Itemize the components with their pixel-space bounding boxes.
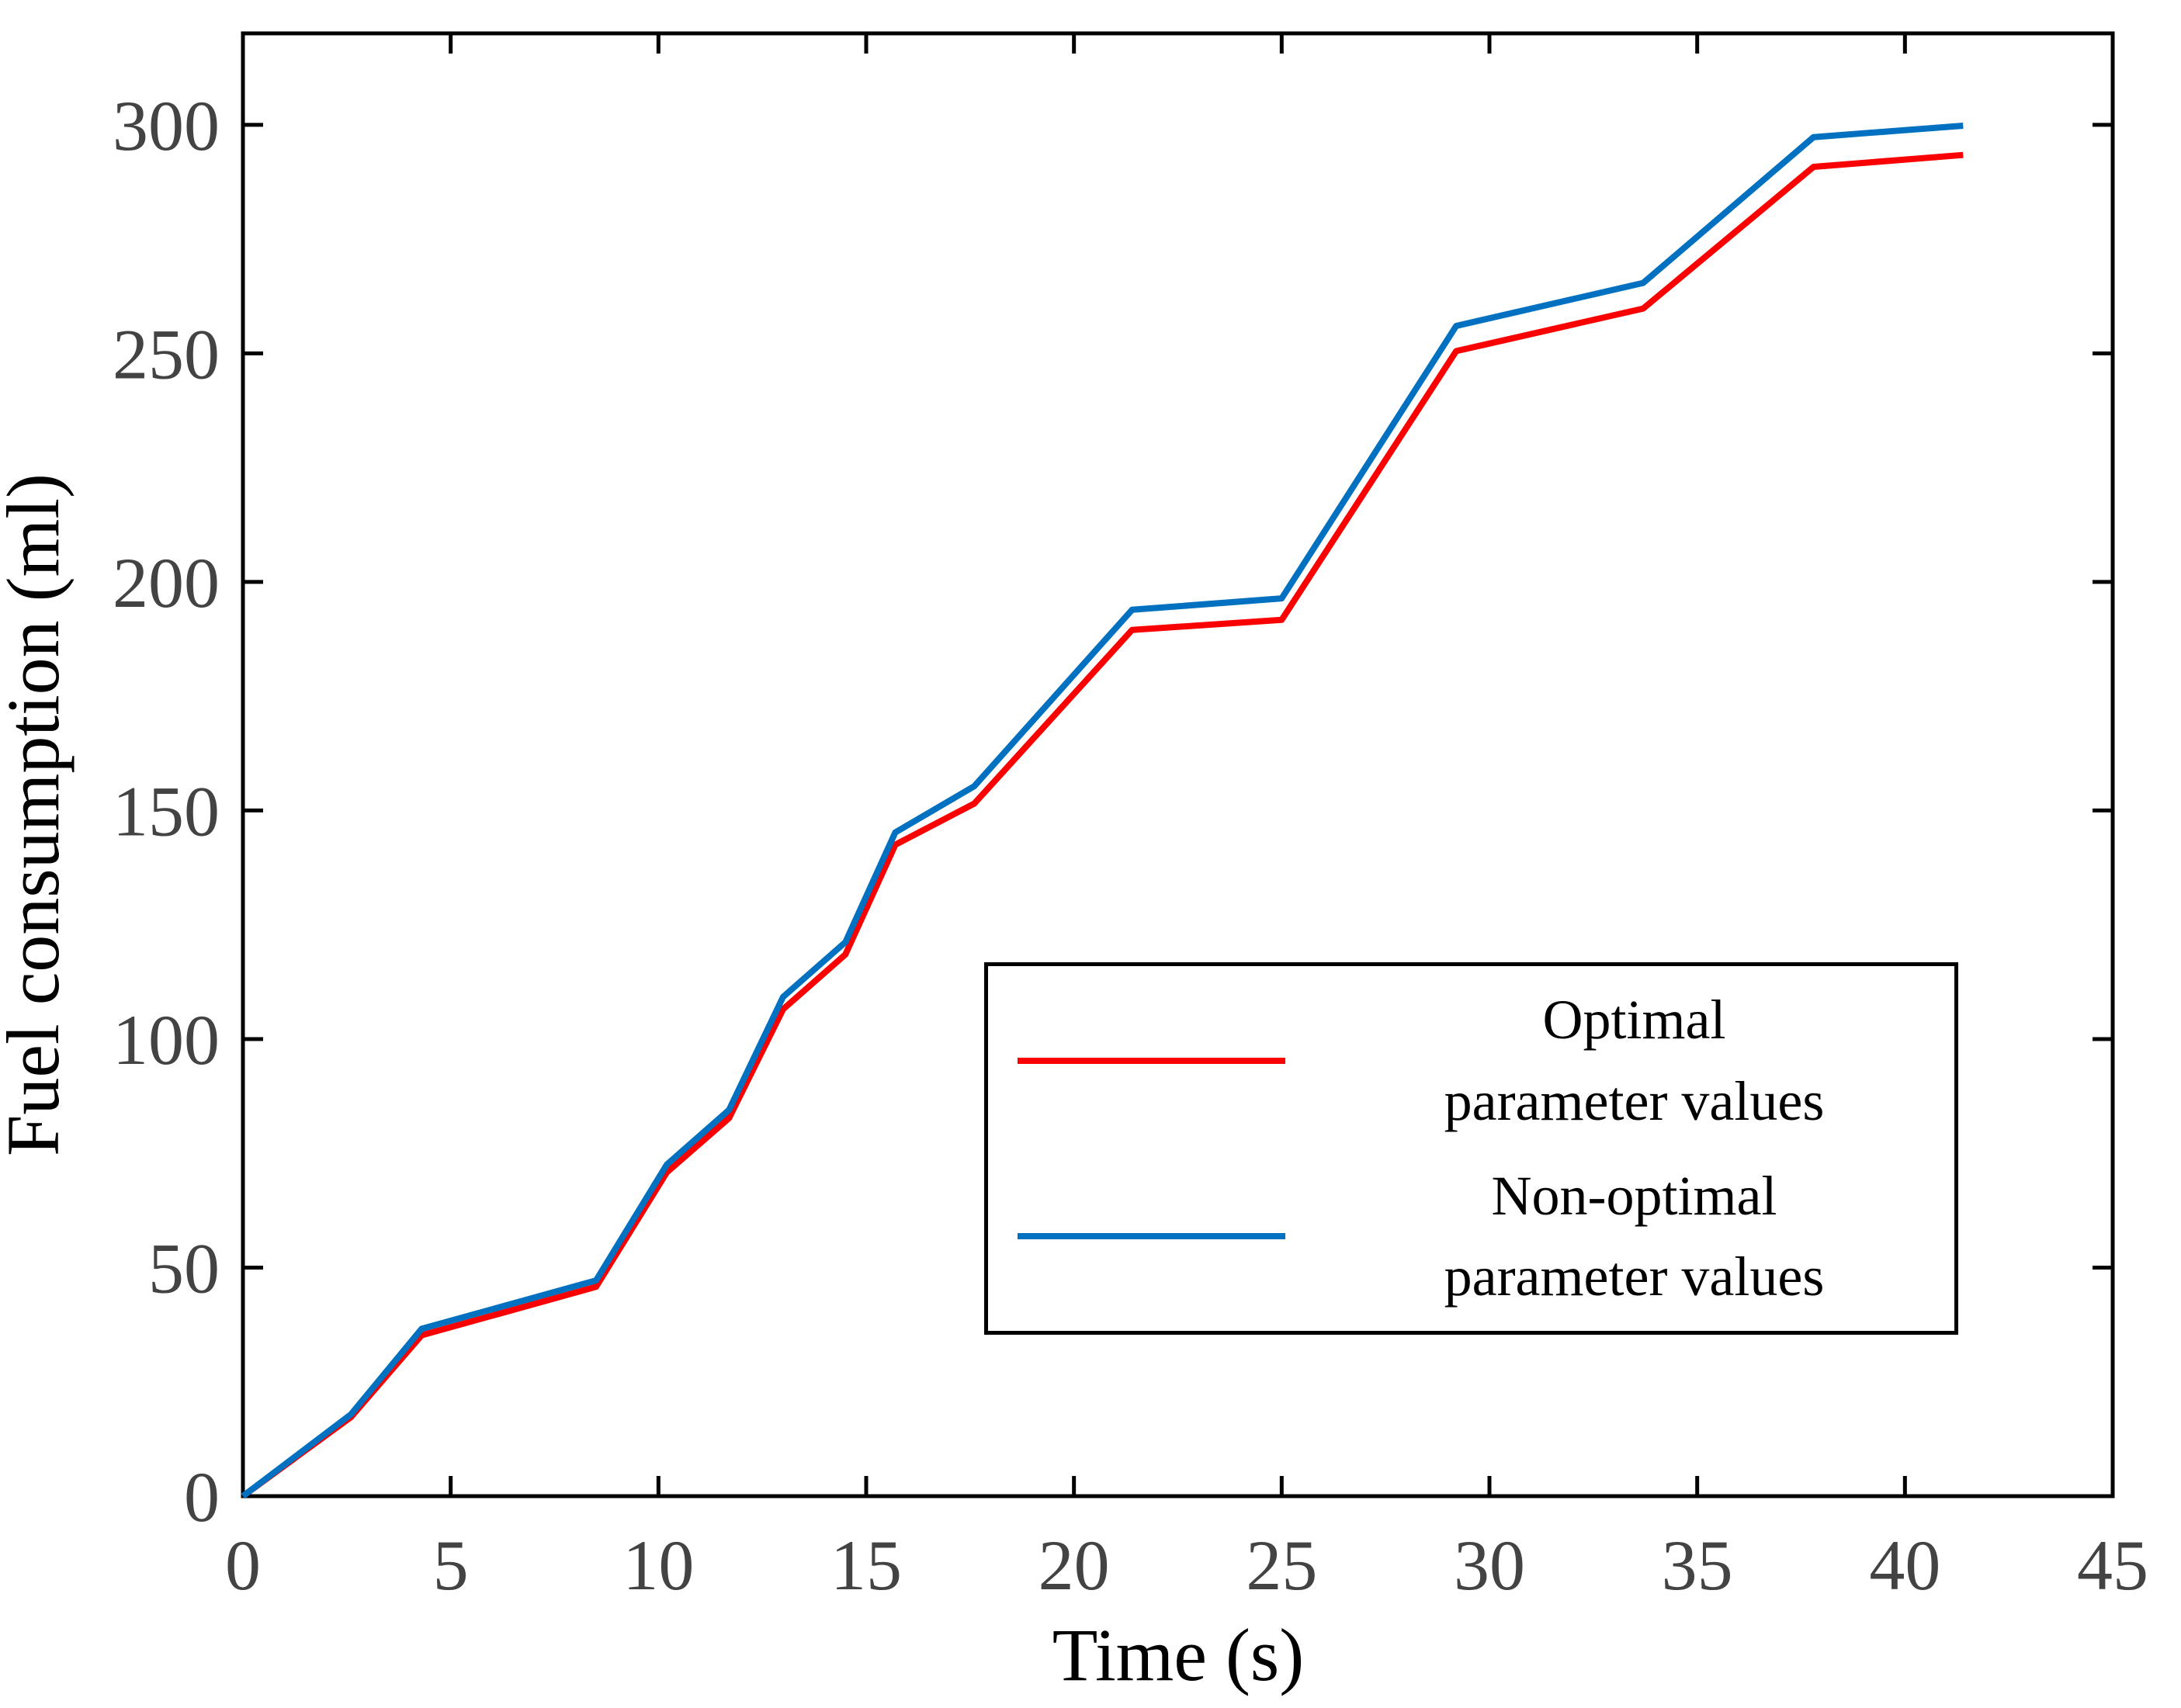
x-axis-tick-labels: 0 5 10 15 20 25 30 35 40 45 [225,1526,2148,1605]
x-tick-label: 10 [622,1526,694,1605]
data-series-lines [241,123,1964,1499]
y-axis-title: Fuel consumption (ml) [0,473,75,1156]
y-tick-label: 50 [148,1228,220,1308]
x-tick-label: 0 [225,1526,261,1605]
x-tick-label: 20 [1038,1526,1110,1605]
y-tick-label: 200 [113,543,220,622]
x-tick-label: 15 [830,1526,902,1605]
y-tick-label: 0 [184,1457,220,1537]
x-tick-label: 45 [2077,1526,2148,1605]
legend-label-optimal: Optimal parameter values [1444,989,1825,1132]
optimal-line-swatch [1017,1057,1285,1064]
x-tick-label: 30 [1454,1526,1525,1605]
legend-label-non-optimal: Non-optimal parameter values [1444,1164,1825,1308]
legend-box: Optimal parameter values Non-optimal par… [984,962,1958,1335]
legend-entry-non-optimal: Non-optimal parameter values [988,1155,1954,1318]
y-tick-label: 250 [113,314,220,393]
y-axis-tick-labels: 0 50 100 150 200 250 300 [113,86,220,1537]
y-tick-label: 150 [113,771,220,851]
x-tick-label: 40 [1869,1526,1940,1605]
plot-border [241,31,2115,1498]
y-tick-label: 300 [113,86,220,165]
x-tick-label: 25 [1246,1526,1317,1605]
y-tick-label: 100 [113,1000,220,1079]
legend-entry-optimal: Optimal parameter values [988,979,1954,1142]
series-line-non-optimal [241,123,1964,1499]
non-optimal-line-swatch [1017,1233,1285,1240]
x-tick-label: 35 [1662,1526,1733,1605]
x-tick-label: 5 [433,1526,469,1605]
x-axis-title: Time (s) [1052,1613,1305,1696]
axis-ticks [241,33,2115,1498]
series-line-optimal [241,151,1964,1499]
